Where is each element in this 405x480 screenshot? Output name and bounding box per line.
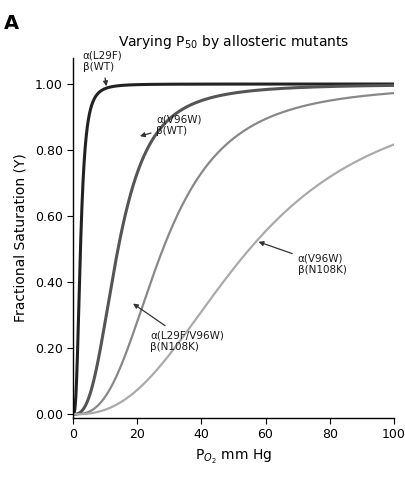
X-axis label: P$_{O_2}$ mm Hg: P$_{O_2}$ mm Hg (194, 448, 271, 466)
Title: Varying P$_{50}$ by allosteric mutants: Varying P$_{50}$ by allosteric mutants (117, 34, 348, 51)
Text: α(L29F/V96W)
β(N108K): α(L29F/V96W) β(N108K) (134, 304, 224, 352)
Y-axis label: Fractional Saturation (Y): Fractional Saturation (Y) (14, 153, 28, 322)
Text: α(V96W)
β(N108K): α(V96W) β(N108K) (259, 242, 345, 275)
Text: A: A (4, 14, 19, 34)
Text: α(L29F)
β(WT): α(L29F) β(WT) (83, 51, 122, 85)
Text: α(V96W)
β(WT): α(V96W) β(WT) (141, 115, 201, 137)
